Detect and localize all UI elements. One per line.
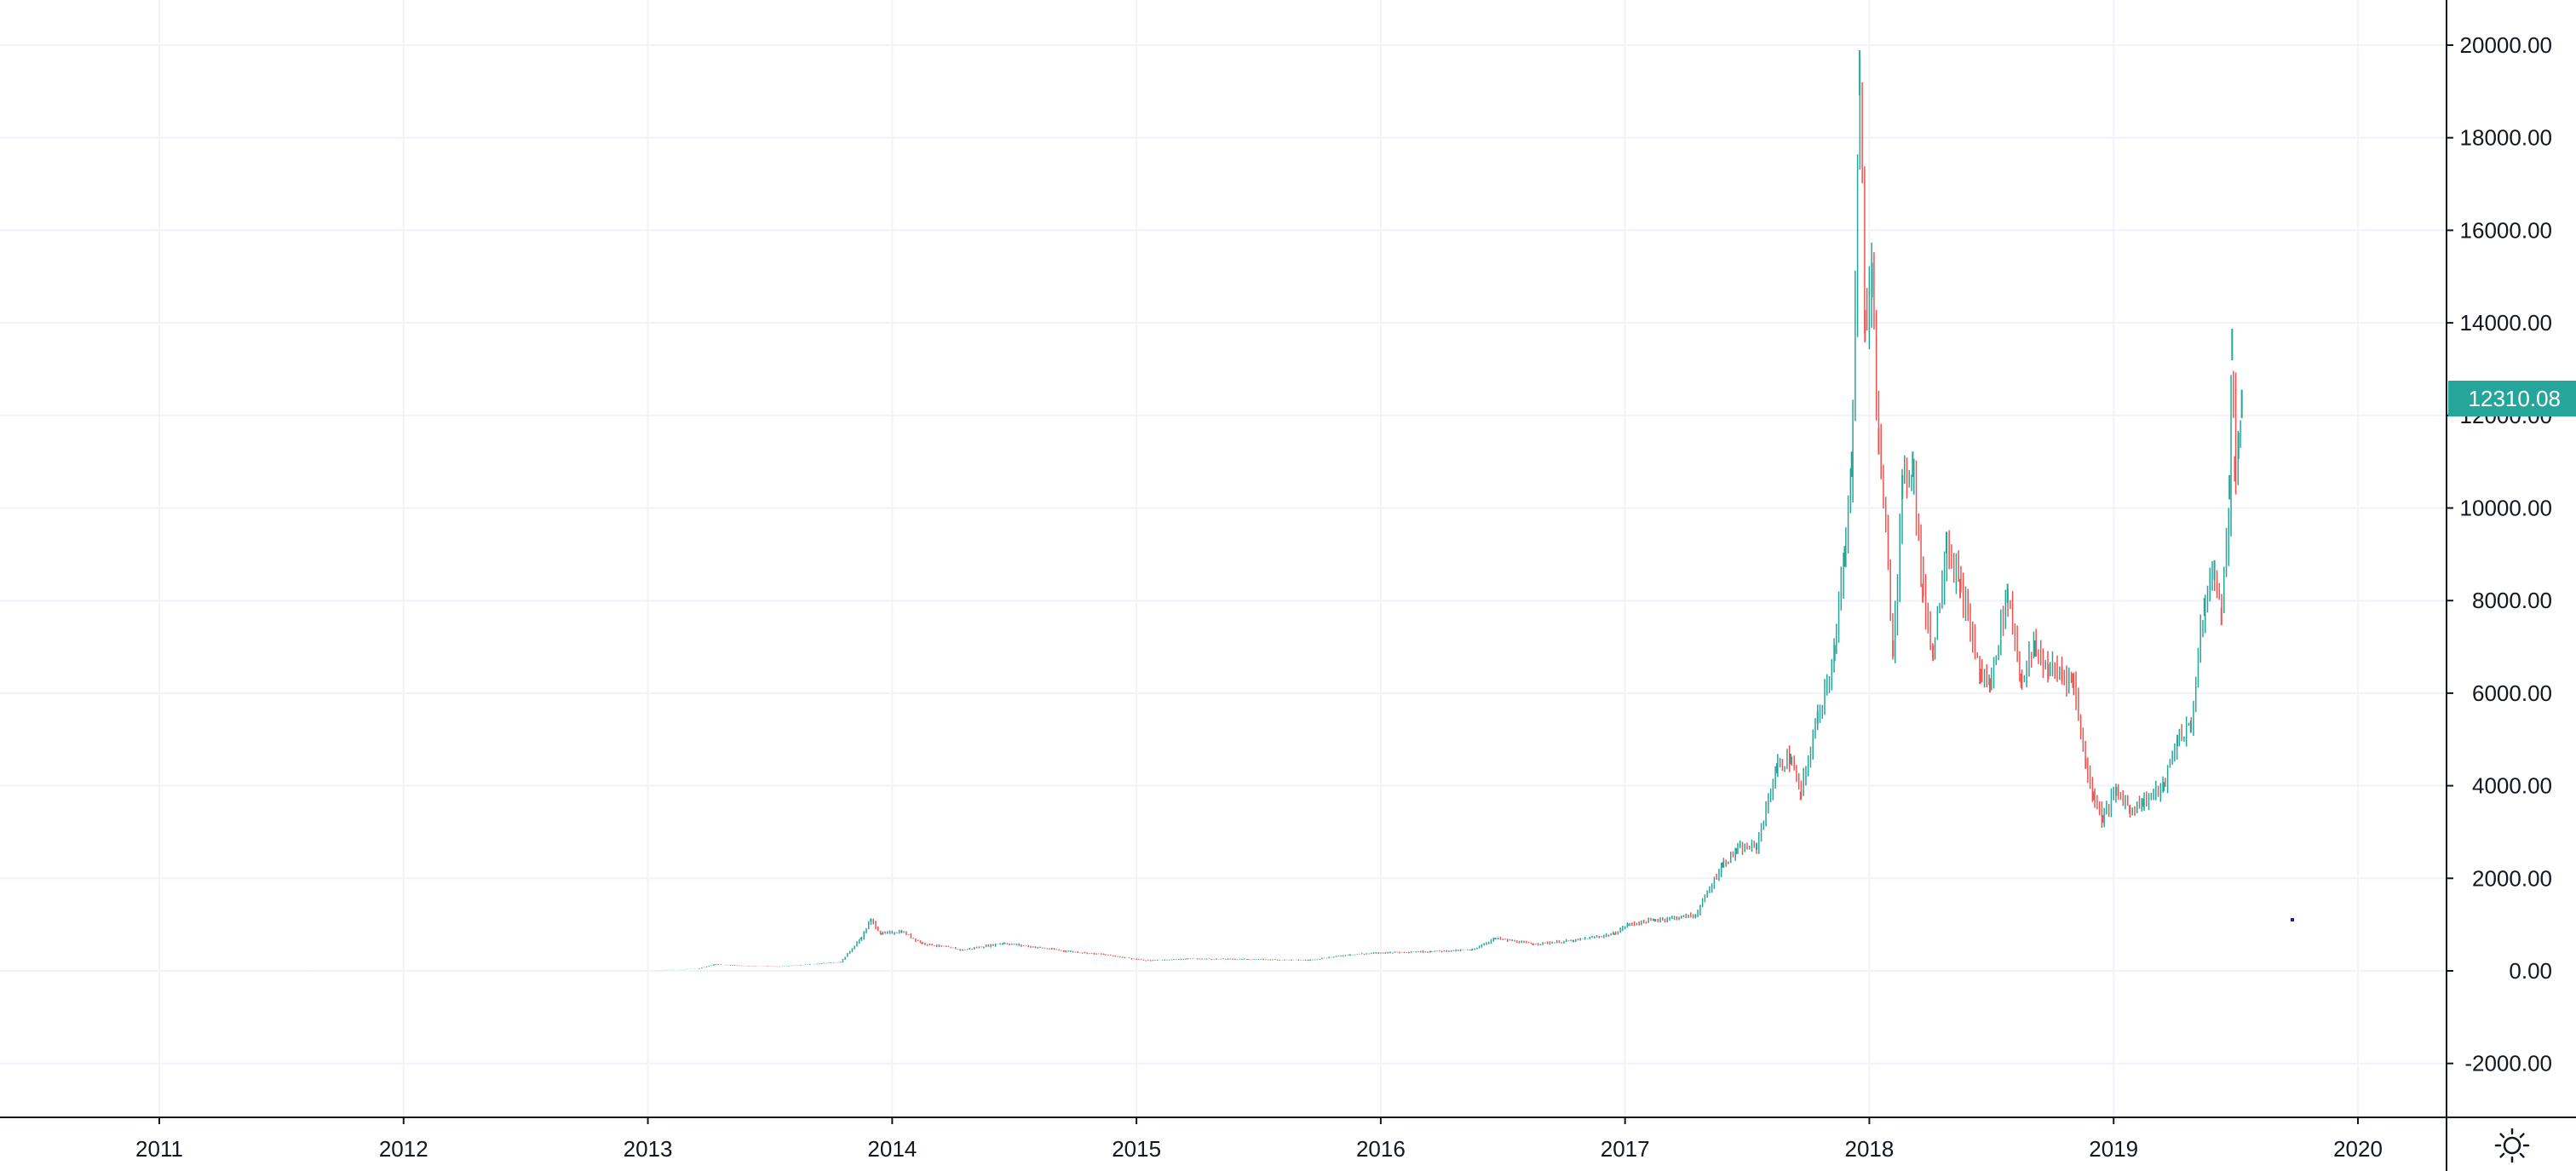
x-tick-label: 2012 (379, 1136, 428, 1162)
settings-button[interactable] (2491, 1124, 2533, 1167)
y-tick-label: 16000.00 (2460, 217, 2552, 243)
x-tick-label: 2016 (1356, 1136, 1406, 1162)
x-tick-label: 2017 (1601, 1136, 1650, 1162)
x-axis-ticks: 2011 2012 2013 2014 2015 2016 2017 2018 2019 2020 (135, 1117, 2383, 1162)
x-tick-label: 2020 (2333, 1136, 2383, 1162)
grid-lines (0, 0, 2447, 1117)
y-tick-label: 8000.00 (2472, 588, 2552, 613)
x-tick-label: 2013 (624, 1136, 673, 1162)
y-tick-label: 10000.00 (2460, 496, 2552, 521)
y-tick-label: 4000.00 (2472, 773, 2552, 799)
last-price-badge: 12310.08 (2448, 381, 2576, 416)
candlestick-series (45, 49, 2243, 971)
y-tick-label: 20000.00 (2460, 32, 2552, 58)
y-tick-label: 0.00 (2509, 958, 2552, 984)
y-tick-label: 18000.00 (2460, 125, 2552, 151)
x-tick-label: 2015 (1112, 1136, 1161, 1162)
gear-icon (2494, 1128, 2530, 1163)
x-tick-label: 2019 (2089, 1136, 2138, 1162)
x-tick-label: 2014 (867, 1136, 917, 1162)
x-tick-label: 2011 (135, 1136, 183, 1162)
x-tick-label: 2018 (1845, 1136, 1895, 1162)
y-tick-label: 6000.00 (2472, 680, 2552, 706)
y-tick-label: -2000.00 (2464, 1051, 2552, 1076)
y-tick-label: 2000.00 (2472, 865, 2552, 891)
y-tick-label: 14000.00 (2460, 310, 2552, 336)
marker-dot (2291, 918, 2294, 921)
y-axis-ticks: 20000.0018000.0016000.0014000.0012000.00… (2447, 32, 2552, 1076)
